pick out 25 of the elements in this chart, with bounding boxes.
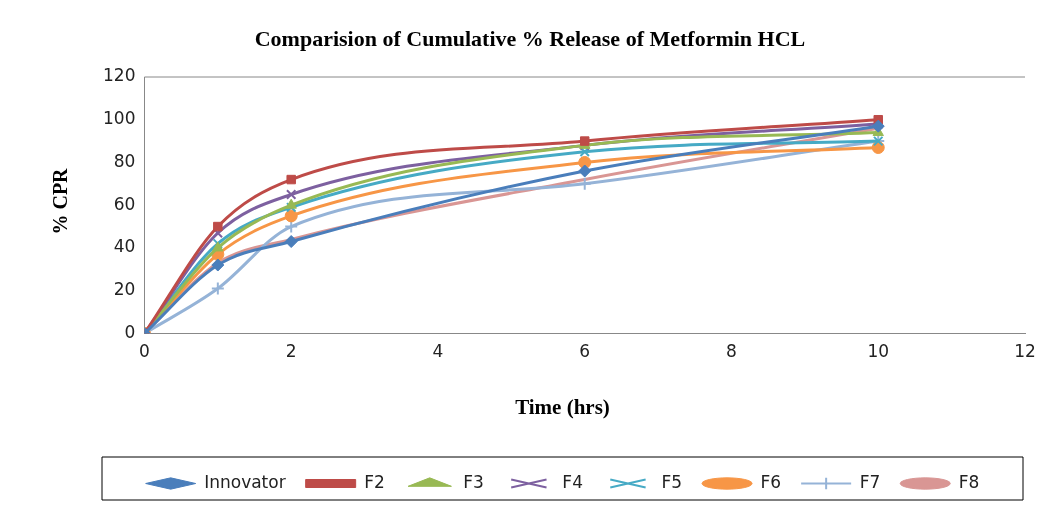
y-tick-label: 40 (113, 236, 136, 257)
legend-label: F6 (760, 471, 782, 492)
y-tick-label: 100 (102, 108, 136, 129)
x-tick-label: 12 (1014, 341, 1036, 362)
x-tick-label: 2 (285, 341, 297, 362)
y-tick-label: 20 (113, 279, 136, 300)
legend-label: F4 (562, 471, 583, 492)
x-tick-label: 6 (579, 341, 591, 362)
y-tick-label: 80 (113, 150, 136, 171)
y-tick-label: 0 (124, 321, 136, 342)
x-tick-label: 0 (139, 341, 150, 362)
x-tick-label: 4 (432, 341, 444, 362)
y-axis-title: % CPR (48, 167, 72, 237)
x-tick-label: 10 (867, 341, 890, 362)
y-tick-label: 60 (113, 193, 136, 214)
x-tick-label: 8 (726, 341, 737, 362)
y-tick-label: 120 (102, 65, 136, 86)
legend-label: F5 (661, 471, 683, 492)
legend-label: F3 (463, 471, 484, 492)
legend-label: F8 (958, 471, 980, 492)
x-axis-title: Time (hrs) (515, 394, 610, 419)
legend-label: F2 (364, 471, 385, 492)
legend-label: Innovator (204, 471, 286, 492)
chart-title: Comparision of Cumulative % Release of Metformin HCL (253, 26, 807, 52)
legend-label: F7 (859, 471, 881, 492)
